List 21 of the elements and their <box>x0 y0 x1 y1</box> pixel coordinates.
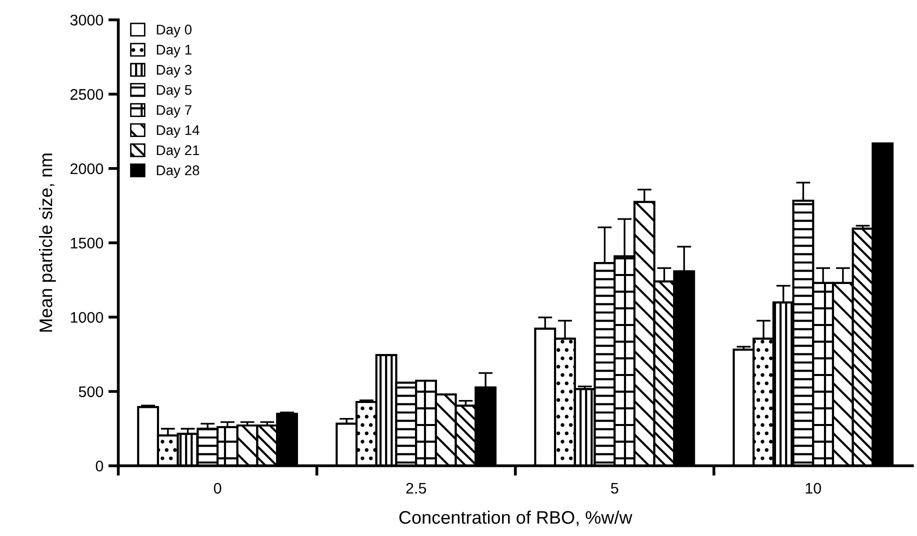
x-tick-label: 10 <box>806 482 822 494</box>
legend-label: Day 1 <box>156 44 192 58</box>
legend-label: Day 5 <box>156 85 192 98</box>
y-tick-label: 2500 <box>70 89 104 100</box>
y-tick-label: 1500 <box>70 238 104 248</box>
y-tick-label: 2000 <box>70 163 104 174</box>
y-tick-label: 3000 <box>70 14 104 26</box>
x-tick-label: 0 <box>214 482 222 494</box>
legend-label: Day 0 <box>156 24 192 38</box>
y-tick-label: 1000 <box>70 312 104 323</box>
legend-label: Day 3 <box>156 64 192 78</box>
y-tick-label: 500 <box>78 386 104 398</box>
y-tick-label: 0 <box>96 460 104 472</box>
x-axis-title: Concentration of RBO, %w/w <box>399 510 632 526</box>
x-tick-label: 5 <box>610 483 618 494</box>
x-tick-label: 2.5 <box>406 482 426 494</box>
legend-label: Day 28 <box>156 165 200 178</box>
legend-label: Day 7 <box>156 105 192 118</box>
legend-label: Day 21 <box>156 145 200 158</box>
y-axis-title: Mean particle size, nm <box>39 154 56 332</box>
legend-label: Day 14 <box>156 125 200 138</box>
